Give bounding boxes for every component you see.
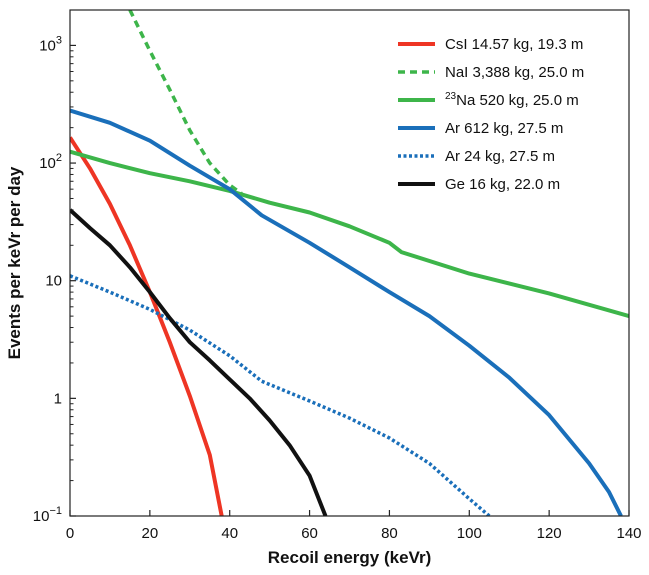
x-tick-label: 0 xyxy=(66,525,74,542)
legend-label-4: Ar 24 kg, 27.5 m xyxy=(445,148,555,165)
series-line-1 xyxy=(128,10,243,196)
x-tick-label: 140 xyxy=(616,525,641,542)
y-tick-label: 10−1 xyxy=(33,505,62,525)
series-line-5 xyxy=(70,208,328,516)
y-tick-label: 10 xyxy=(45,273,62,290)
series-line-2 xyxy=(70,149,629,319)
plot-frame xyxy=(69,9,630,517)
x-tick-label: 120 xyxy=(537,525,562,542)
legend-label-2: 23Na 520 kg, 25.0 m xyxy=(445,91,579,109)
y-tick-label: 102 xyxy=(39,152,62,172)
legend-label-5: Ge 16 kg, 22.0 m xyxy=(445,176,560,193)
y-axis-title: Events per keVr per day xyxy=(5,166,24,359)
x-tick-label: 100 xyxy=(457,525,482,542)
x-tick-label: 40 xyxy=(221,525,238,542)
tick-layer: 0 20 40 60 80 100 120 140 10−1 1 10 102 103 xyxy=(33,34,642,542)
series-line-4 xyxy=(70,274,491,516)
series-line-3 xyxy=(70,108,623,516)
x-axis-title: Recoil energy (keVr) xyxy=(268,548,431,567)
legend-label-1: NaI 3,388 kg, 25.0 m xyxy=(445,64,584,81)
legend: CsI 14.57 kg, 19.3 m NaI 3,388 kg, 25.0 m… xyxy=(398,36,584,193)
series-layer xyxy=(70,10,629,516)
legend-label-3: Ar 612 kg, 27.5 m xyxy=(445,120,563,137)
y-tick-label: 103 xyxy=(39,34,62,54)
x-tick-label: 60 xyxy=(301,525,318,542)
y-tick-label: 1 xyxy=(54,390,62,407)
x-tick-label: 80 xyxy=(381,525,398,542)
x-tick-label: 20 xyxy=(142,525,159,542)
legend-label-0: CsI 14.57 kg, 19.3 m xyxy=(445,36,583,53)
